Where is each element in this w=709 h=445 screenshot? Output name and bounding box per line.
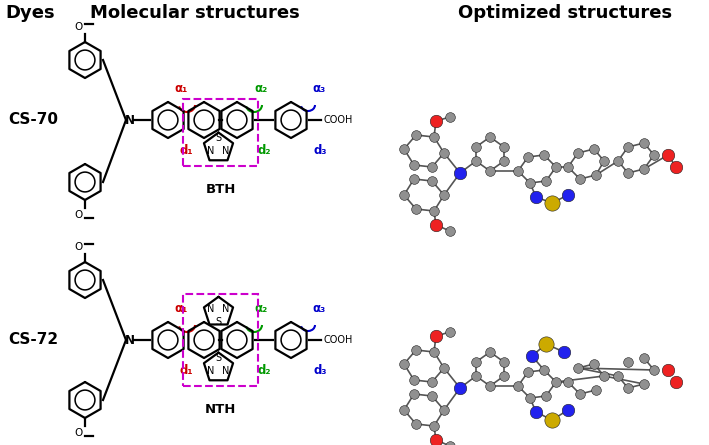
Text: N: N — [207, 366, 214, 376]
Text: α₃: α₃ — [313, 302, 325, 315]
Text: N: N — [222, 366, 229, 376]
Text: COOH: COOH — [323, 335, 352, 345]
Text: O: O — [74, 22, 83, 32]
Text: Dyes: Dyes — [5, 4, 55, 22]
Text: d₃: d₃ — [313, 364, 327, 377]
Text: S: S — [216, 133, 221, 143]
Text: d₂: d₂ — [257, 144, 271, 157]
Text: d₂: d₂ — [257, 364, 271, 377]
Text: CS-72: CS-72 — [8, 332, 58, 348]
Text: d₁: d₁ — [179, 144, 193, 157]
Text: S: S — [216, 317, 221, 327]
Text: O: O — [74, 210, 83, 220]
Text: O: O — [74, 428, 83, 438]
Text: N: N — [207, 146, 214, 156]
Text: Optimized structures: Optimized structures — [458, 4, 672, 22]
Text: d₃: d₃ — [313, 144, 327, 157]
Text: α₂: α₂ — [255, 302, 267, 315]
Text: N: N — [125, 113, 135, 126]
Text: d₁: d₁ — [179, 364, 193, 377]
Text: N: N — [207, 304, 214, 314]
Text: BTH: BTH — [206, 183, 235, 196]
Text: N: N — [125, 333, 135, 347]
Bar — [183, 99, 258, 166]
Text: NTH: NTH — [205, 403, 236, 416]
Text: S: S — [216, 353, 221, 363]
Text: N: N — [222, 146, 229, 156]
Text: α₁: α₁ — [174, 302, 188, 315]
Text: O: O — [74, 242, 83, 252]
Bar — [183, 294, 258, 386]
Text: Molecular structures: Molecular structures — [90, 4, 300, 22]
Text: α₂: α₂ — [255, 82, 267, 95]
Text: α₃: α₃ — [313, 82, 325, 95]
Text: N: N — [222, 304, 229, 314]
Text: α₁: α₁ — [174, 82, 188, 95]
Text: CS-70: CS-70 — [8, 113, 58, 128]
Text: COOH: COOH — [323, 115, 352, 125]
